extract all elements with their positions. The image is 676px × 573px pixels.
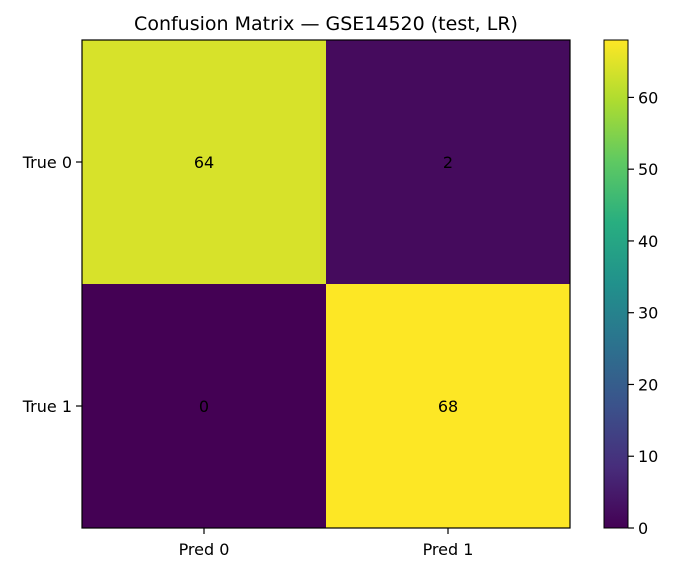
heatmap-cell [82, 284, 326, 528]
x-tick-label: Pred 1 [423, 540, 474, 559]
heatmap-cell [82, 40, 326, 284]
colorbar-tick-label: 10 [638, 447, 658, 466]
colorbar [603, 39, 629, 529]
colorbar-tick-label: 50 [638, 160, 658, 179]
y-tick-label: True 0 [22, 153, 72, 172]
cell-value-label: 2 [443, 153, 453, 172]
heatmap-cell [326, 40, 570, 284]
plot-frame [81, 39, 571, 529]
colorbar-tick-label: 20 [638, 375, 658, 394]
heatmap-cell [326, 284, 570, 528]
x-tick-label: Pred 0 [179, 540, 230, 559]
cell-value-label: 68 [438, 397, 458, 416]
x-axis-ticks: Pred 0 Pred 1 [179, 528, 474, 559]
y-tick-label: True 1 [22, 397, 72, 416]
heatmap-cell-labels: 64 2 0 68 [194, 153, 458, 416]
colorbar-tick-label: 60 [638, 88, 658, 107]
chart-title: Confusion Matrix — GSE14520 (test, LR) [134, 13, 518, 35]
colorbar-tick-label: 0 [638, 519, 648, 538]
colorbar-tick-label: 40 [638, 232, 658, 251]
y-axis-ticks: True 0 True 1 [22, 153, 82, 416]
cell-value-label: 64 [194, 153, 214, 172]
colorbar-ticks: 0 10 20 30 40 50 60 [628, 88, 658, 538]
cell-value-label: 0 [199, 397, 209, 416]
colorbar-tick-label: 30 [638, 304, 658, 323]
heatmap-cells [82, 40, 570, 528]
